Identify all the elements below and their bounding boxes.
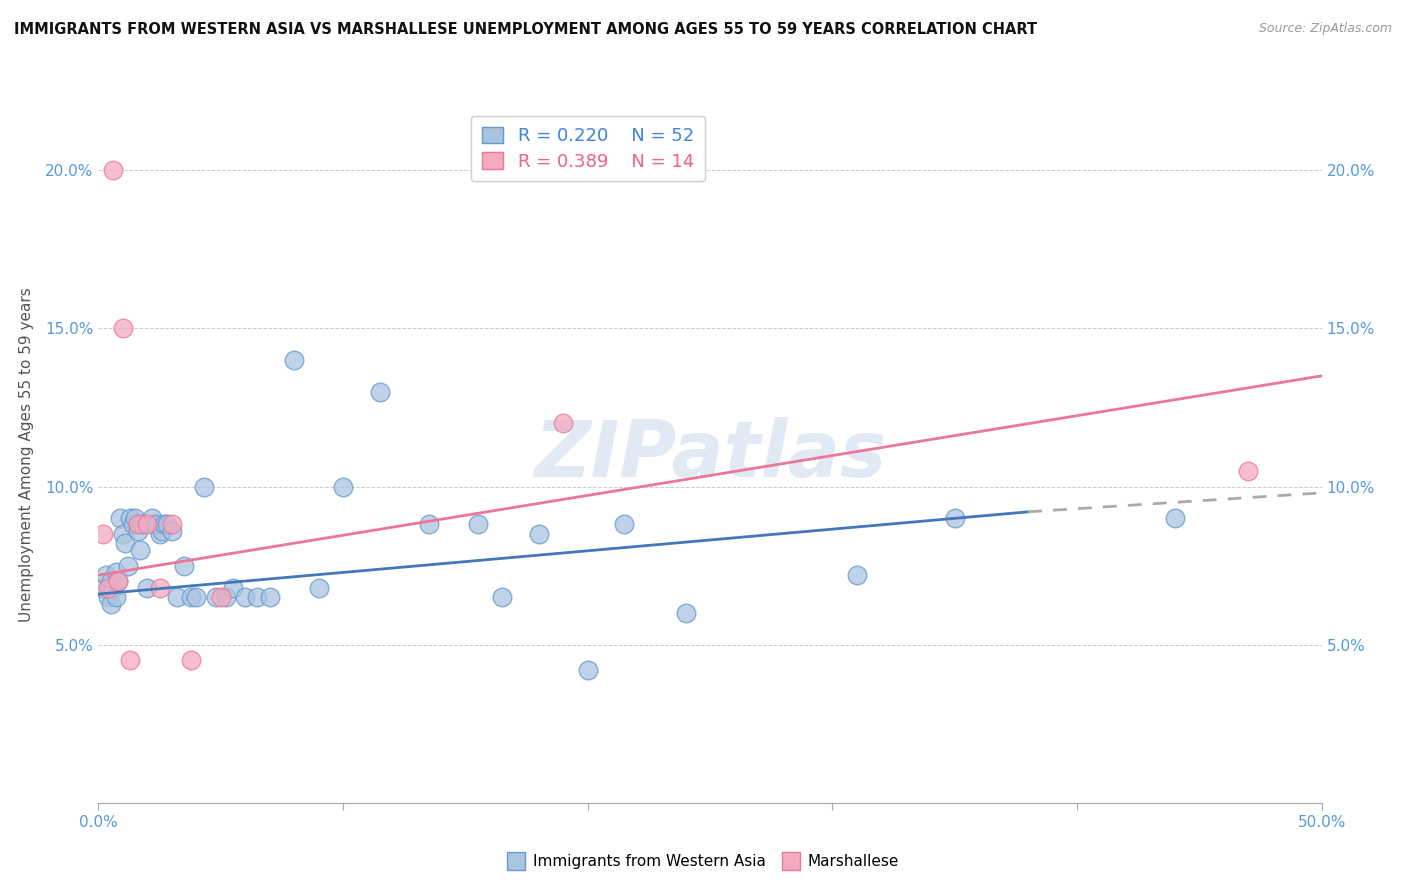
Point bbox=[101, 163, 124, 178]
Point bbox=[308, 581, 330, 595]
Point bbox=[418, 517, 440, 532]
Point bbox=[160, 517, 183, 532]
Point bbox=[100, 574, 122, 589]
Point bbox=[107, 574, 129, 589]
Point bbox=[143, 517, 166, 532]
Point bbox=[94, 568, 117, 582]
Point bbox=[613, 517, 636, 532]
Point bbox=[576, 663, 599, 677]
Point bbox=[101, 581, 124, 595]
Point bbox=[150, 524, 173, 538]
Point bbox=[120, 511, 142, 525]
Point bbox=[193, 479, 215, 493]
Point bbox=[120, 653, 142, 667]
Point bbox=[104, 565, 127, 579]
Point bbox=[149, 581, 172, 595]
Point bbox=[246, 591, 269, 605]
Point bbox=[186, 591, 208, 605]
Point bbox=[675, 606, 697, 620]
Point bbox=[111, 527, 134, 541]
Point bbox=[156, 517, 179, 532]
Text: IMMIGRANTS FROM WESTERN ASIA VS MARSHALLESE UNEMPLOYMENT AMONG AGES 55 TO 59 YEA: IMMIGRANTS FROM WESTERN ASIA VS MARSHALL… bbox=[14, 22, 1038, 37]
Point bbox=[121, 517, 143, 532]
Text: ZIPatlas: ZIPatlas bbox=[534, 417, 886, 493]
Legend: Immigrants from Western Asia, Marshallese: Immigrants from Western Asia, Marshalles… bbox=[501, 848, 905, 875]
Point bbox=[97, 581, 120, 595]
Point bbox=[368, 384, 391, 399]
Point bbox=[160, 524, 183, 538]
Point bbox=[131, 517, 153, 532]
Point bbox=[283, 353, 305, 368]
Point bbox=[222, 581, 245, 595]
Point bbox=[117, 558, 139, 573]
Point bbox=[141, 511, 163, 525]
Y-axis label: Unemployment Among Ages 55 to 59 years: Unemployment Among Ages 55 to 59 years bbox=[20, 287, 34, 623]
Point bbox=[332, 479, 354, 493]
Point bbox=[180, 591, 202, 605]
Point bbox=[1237, 464, 1260, 478]
Point bbox=[110, 511, 132, 525]
Point bbox=[149, 527, 172, 541]
Text: Source: ZipAtlas.com: Source: ZipAtlas.com bbox=[1258, 22, 1392, 36]
Point bbox=[467, 517, 489, 532]
Point bbox=[527, 527, 550, 541]
Point bbox=[127, 517, 149, 532]
Point bbox=[97, 591, 120, 605]
Point bbox=[111, 321, 134, 335]
Point bbox=[233, 591, 256, 605]
Point bbox=[124, 511, 146, 525]
Point bbox=[129, 542, 152, 557]
Point bbox=[259, 591, 281, 605]
Point bbox=[104, 591, 127, 605]
Point bbox=[214, 591, 236, 605]
Point bbox=[1164, 511, 1187, 525]
Point bbox=[491, 591, 513, 605]
Point bbox=[209, 591, 232, 605]
Point bbox=[845, 568, 868, 582]
Point bbox=[91, 581, 114, 595]
Point bbox=[114, 536, 136, 550]
Point bbox=[205, 591, 228, 605]
Point bbox=[180, 653, 202, 667]
Point bbox=[107, 574, 129, 589]
Legend: R = 0.220    N = 52, R = 0.389    N = 14: R = 0.220 N = 52, R = 0.389 N = 14 bbox=[471, 116, 704, 181]
Point bbox=[173, 558, 195, 573]
Point bbox=[127, 524, 149, 538]
Point bbox=[100, 597, 122, 611]
Point bbox=[943, 511, 966, 525]
Point bbox=[166, 591, 188, 605]
Point bbox=[91, 527, 114, 541]
Point bbox=[553, 417, 575, 431]
Point bbox=[136, 581, 159, 595]
Point bbox=[136, 517, 159, 532]
Point bbox=[153, 517, 176, 532]
